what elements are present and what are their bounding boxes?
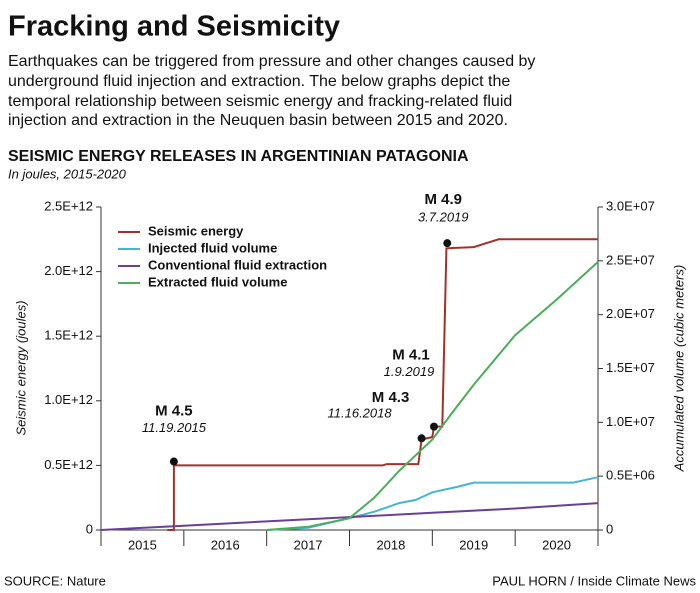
series-line	[266, 476, 599, 531]
event-label: M 4.3	[372, 389, 410, 406]
credit: PAUL HORN / Inside Climate News	[492, 573, 696, 588]
y2-tick-label: 1.0E+07	[606, 414, 655, 429]
paragraph-line: injection and extraction in the Neuquen …	[8, 112, 508, 129]
x-tick-label: 2017	[294, 537, 323, 552]
paragraph-line: temporal relationship between seismic en…	[8, 93, 512, 110]
y-tick-label: 1.5E+12	[44, 328, 93, 343]
y-tick-label: 1.0E+12	[44, 392, 93, 407]
series-line	[266, 261, 599, 531]
x-tick-label: 2015	[128, 537, 157, 552]
title: Fracking and Seismicity	[8, 11, 340, 43]
legend-label: Conventional fluid extraction	[148, 257, 327, 272]
x-tick-label: 2018	[376, 537, 405, 552]
event-marker	[169, 457, 178, 466]
legend-label: Seismic energy	[148, 223, 244, 238]
source: SOURCE: Nature	[4, 573, 106, 588]
legend-label: Extracted fluid volume	[148, 274, 287, 289]
y2-tick-label: 0.5E+06	[606, 468, 655, 483]
y-axis-label: Seismic energy (joules)	[13, 300, 28, 435]
event-label: M 4.9	[424, 191, 462, 208]
x-tick-label: 2020	[542, 537, 571, 552]
y2-tick-label: 0	[606, 521, 613, 536]
event-date: 1.9.2019	[384, 364, 435, 379]
paragraph-line: Earthquakes can be triggered from pressu…	[8, 53, 535, 70]
y-tick-label: 0.5E+12	[44, 457, 93, 472]
event-label: M 4.5	[155, 402, 193, 419]
event-marker	[417, 434, 426, 443]
event-date: 3.7.2019	[418, 210, 469, 225]
y2-tick-label: 2.0E+07	[606, 306, 655, 321]
y2-tick-label: 1.5E+07	[606, 360, 655, 375]
y2-tick-label: 3.0E+07	[606, 198, 655, 213]
event-date: 11.19.2015	[142, 420, 207, 435]
chart-subtitle: In joules, 2015-2020	[8, 166, 127, 181]
event-marker	[429, 422, 438, 431]
event-marker	[443, 239, 452, 248]
y2-axis-label: Accumulated volume (cubic meters)	[671, 265, 686, 473]
y-tick-label: 2.0E+12	[44, 263, 93, 278]
x-tick-label: 2019	[459, 537, 488, 552]
x-tick-label: 2016	[211, 537, 240, 552]
legend-label: Injected fluid volume	[148, 240, 277, 255]
y2-tick-label: 2.5E+07	[606, 252, 655, 267]
paragraph-line: underground fluid injection and extracti…	[8, 73, 510, 90]
y-tick-label: 0	[86, 521, 93, 536]
y-tick-label: 2.5E+12	[44, 198, 93, 213]
chart-title: SEISMIC ENERGY RELEASES IN ARGENTINIAN P…	[8, 148, 469, 165]
series-line	[100, 502, 599, 531]
event-date: 11.16.2018	[328, 406, 393, 421]
series-line	[167, 238, 598, 531]
event-label: M 4.1	[392, 347, 430, 364]
